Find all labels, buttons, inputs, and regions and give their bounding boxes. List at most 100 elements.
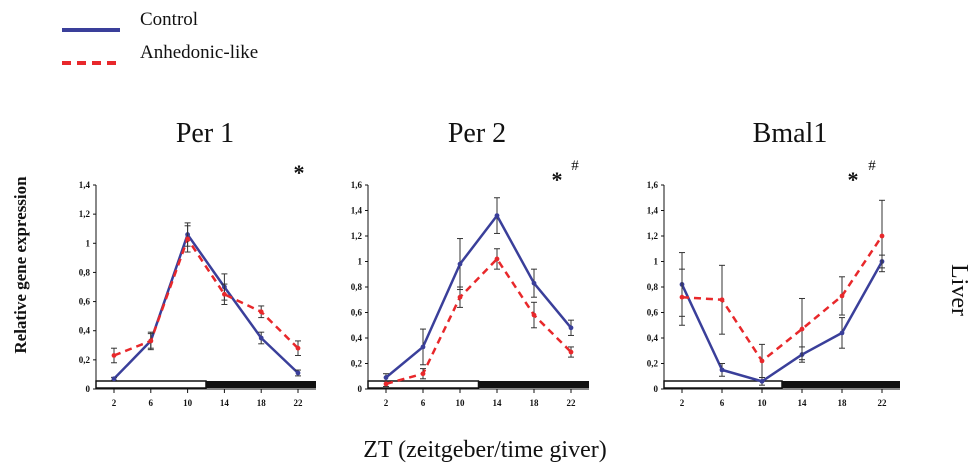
x-tick-label: 2 (680, 398, 685, 408)
x-tick-label: 18 (530, 398, 540, 408)
dark-phase-bar (782, 381, 900, 388)
data-point-anhedonic (222, 291, 227, 297)
y-tick-label: 0,2 (79, 355, 91, 365)
y-tick-label: 1 (358, 257, 363, 267)
series-line-control (385, 214, 572, 379)
y-tick-label: 0 (654, 384, 659, 394)
x-axis-title: ZT (zeitgeber/time giver) (363, 437, 606, 463)
series-line-anhedonic (385, 257, 572, 386)
chart-panel-3: Bmal1 0 0,2 0,4 0,6 0,8 1 1,2 1,4 1,6 2 6 10 14 18 22 * # (647, 118, 900, 408)
y-tick-label: 0,8 (647, 282, 659, 292)
data-point-anhedonic (148, 338, 154, 344)
data-point-control (531, 280, 537, 286)
chart-panel-1: Per 1 0 0,2 0,4 0,6 0,8 1 1,2 1,4 2 6 10 14 18 22 * (79, 118, 316, 408)
y-tick-label: 0,6 (79, 297, 91, 307)
data-point-anhedonic (111, 353, 117, 358)
y-tick-label: 0,4 (351, 333, 363, 343)
series-line-anhedonic (113, 237, 299, 357)
x-tick-label: 2 (112, 398, 117, 408)
y-tick-label: 1,2 (351, 231, 363, 241)
data-point-anhedonic (457, 294, 463, 300)
legend-label-control: Control (140, 9, 198, 30)
data-point-control (258, 335, 264, 341)
data-point-anhedonic (759, 358, 765, 364)
y-tick-label: 1 (86, 238, 91, 248)
y-tick-label: 1,4 (647, 206, 659, 216)
dark-phase-bar (478, 381, 589, 388)
panel-title: Bmal1 (753, 118, 828, 149)
data-point-anhedonic (185, 236, 191, 242)
x-tick-label: 6 (720, 398, 725, 408)
y-tick-label: 0,8 (351, 282, 363, 292)
data-point-anhedonic (494, 256, 500, 262)
x-tick-label: 10 (758, 398, 768, 408)
data-point-anhedonic (383, 381, 389, 387)
data-point-control (759, 378, 765, 384)
series-line-anhedonic (681, 235, 884, 363)
x-tick-label: 14 (798, 398, 808, 408)
y-tick-label: 0,8 (79, 267, 91, 277)
data-point-anhedonic (295, 345, 301, 351)
data-point-control (420, 344, 426, 350)
x-tick-label: 6 (149, 398, 154, 408)
y-tick-label: 0,6 (647, 308, 659, 318)
x-tick-label: 6 (421, 398, 426, 408)
x-tick-label: 14 (493, 398, 503, 408)
significance-hash: # (571, 158, 579, 174)
tissue-label: Liver (946, 264, 971, 316)
data-point-anhedonic (879, 233, 885, 239)
data-point-control (839, 330, 845, 336)
data-point-anhedonic (719, 297, 725, 303)
series-line-control (680, 260, 884, 383)
y-tick-label: 1,4 (79, 180, 91, 190)
y-axis-title: Relative gene expression (11, 176, 30, 354)
y-tick-label: 1,4 (351, 206, 363, 216)
y-tick-label: 0,2 (647, 359, 659, 369)
data-point-anhedonic (420, 371, 426, 377)
x-tick-label: 22 (567, 398, 577, 408)
light-phase-bar (663, 380, 783, 389)
significance-star: * (848, 167, 859, 192)
series-line-control (113, 233, 299, 380)
y-tick-label: 1,2 (647, 231, 659, 241)
x-tick-label: 18 (257, 398, 267, 408)
significance-hash: # (868, 158, 876, 174)
y-tick-label: 0,4 (79, 326, 91, 336)
data-point-control (295, 370, 301, 376)
data-point-anhedonic (258, 309, 264, 315)
y-tick-label: 0,2 (351, 359, 363, 369)
data-point-anhedonic (568, 349, 574, 355)
y-tick-label: 1,6 (351, 180, 363, 190)
y-tick-label: 1,6 (647, 180, 659, 190)
x-tick-label: 10 (183, 398, 193, 408)
panels: Per 100,20,40,60,811,21,42 6 10 14 18 22*Per … (79, 118, 900, 408)
data-point-control (719, 367, 725, 373)
panel-title: Per 1 (176, 118, 234, 149)
data-point-control (457, 261, 463, 267)
dark-phase-bar (206, 381, 316, 388)
data-point-anhedonic (799, 326, 805, 332)
panel-title: Per 2 (448, 118, 506, 149)
x-tick-label: 14 (220, 398, 230, 408)
data-point-anhedonic (839, 293, 845, 299)
data-point-anhedonic (531, 312, 537, 318)
legend-label-anhedonic: Anhedonic-like (140, 42, 258, 63)
data-point-control (494, 213, 500, 219)
data-point-control (383, 375, 389, 380)
chart-panel-2: Per 2 0 0,2 0,4 0,6 0,8 1 1,2 1,4 1,6 2 6 10 14 18 22 * # (351, 118, 589, 408)
x-tick-label: 22 (878, 398, 888, 408)
x-tick-label: 10 (456, 398, 466, 408)
data-point-anhedonic (679, 294, 685, 300)
y-tick-label: 0,6 (351, 308, 363, 318)
x-tick-label: 2 (384, 398, 389, 408)
data-point-control (568, 325, 574, 331)
x-tick-label: 18 (838, 398, 848, 408)
x-tick-label: 22 (294, 398, 304, 408)
y-tick-label: 0,4 (647, 333, 659, 343)
y-tick-label: 0 (358, 384, 363, 394)
significance-star: * (552, 167, 563, 192)
y-tick-label: 0 (86, 384, 91, 394)
legend: Control Anhedonic-like (62, 9, 258, 65)
light-phase-bar (95, 380, 207, 389)
